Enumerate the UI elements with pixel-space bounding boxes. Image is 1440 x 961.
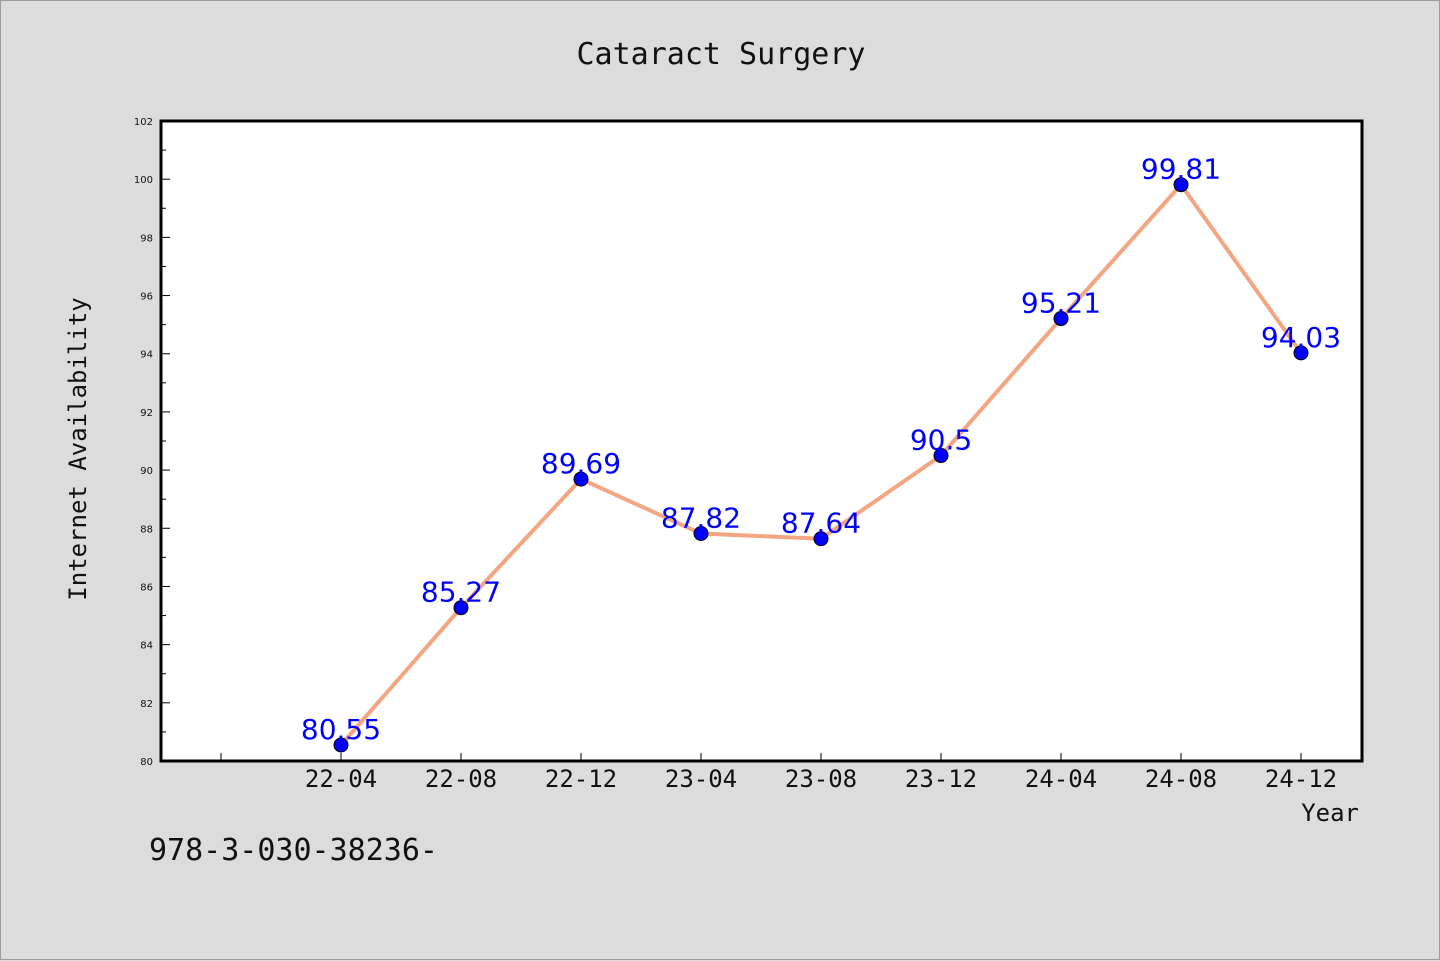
data-label: 89.69 <box>541 447 621 480</box>
y-tick-label: 90 <box>140 466 153 477</box>
x-tick-label: 23-08 <box>785 765 857 793</box>
data-point <box>933 448 949 464</box>
x-tick-label: 23-12 <box>905 765 977 793</box>
y-tick-label: 86 <box>140 582 153 593</box>
data-label: 85.27 <box>421 576 501 609</box>
x-tick-label: 24-12 <box>1265 765 1337 793</box>
y-axis: 80 82 84 86 88 90 92 94 96 98 100 102 <box>134 117 170 768</box>
x-tick-label: 22-12 <box>545 765 617 793</box>
chart-title: Cataract Surgery <box>577 37 866 72</box>
data-label: 87.64 <box>781 507 861 540</box>
y-tick-label: 88 <box>140 524 153 535</box>
data-point <box>1173 177 1189 193</box>
y-tick-label: 96 <box>140 292 153 303</box>
data-label: 94.03 <box>1261 321 1341 354</box>
y-tick-label: 94 <box>140 350 153 361</box>
y-tick-label: 80 <box>140 757 153 768</box>
data-label: 87.82 <box>661 502 741 535</box>
data-point <box>813 531 829 547</box>
y-tick-label: 100 <box>134 175 153 186</box>
data-point <box>1293 345 1309 361</box>
x-tick-label: 23-04 <box>665 765 737 793</box>
x-tick-label: 24-04 <box>1025 765 1097 793</box>
x-tick-label: 22-08 <box>425 765 497 793</box>
data-label: 99.81 <box>1141 153 1221 186</box>
y-tick-label: 92 <box>140 408 153 419</box>
series-layer: 80.55 85.27 89.69 87.82 87.64 90.5 95.21 99.81 9… <box>301 153 1341 753</box>
footnote: 978-3-030-38236- <box>149 833 438 868</box>
y-tick-label: 84 <box>140 641 153 652</box>
x-axis: 22-04 22-08 22-12 23-04 23-08 23-12 24-04 24-08… <box>220 753 1337 793</box>
data-label: 90.5 <box>910 424 972 457</box>
data-label: 80.55 <box>301 713 381 746</box>
data-point <box>453 600 469 616</box>
x-axis-label: Year <box>1301 799 1359 827</box>
x-tick-label: 24-08 <box>1145 765 1217 793</box>
plot-area <box>159 119 1364 763</box>
data-point <box>693 526 709 542</box>
y-tick-label: 82 <box>140 699 153 710</box>
y-tick-label: 102 <box>134 117 153 128</box>
x-tick-label: 22-04 <box>305 765 377 793</box>
data-point <box>333 737 349 753</box>
y-axis-label: Internet Availability <box>64 297 92 600</box>
y-tick-label: 98 <box>140 233 153 244</box>
data-label: 95.21 <box>1021 287 1101 320</box>
data-point <box>573 471 589 487</box>
data-point <box>1053 311 1069 327</box>
